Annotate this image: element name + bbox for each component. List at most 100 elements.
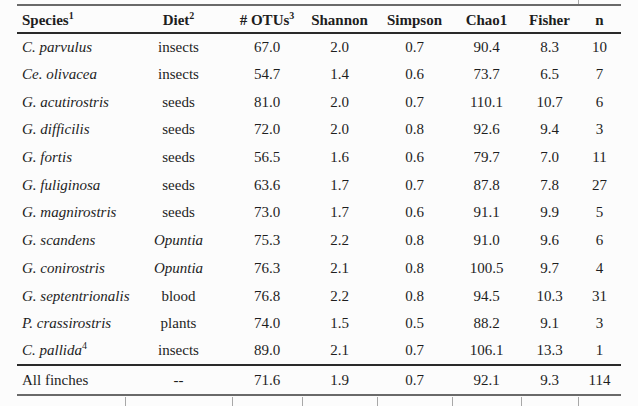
- simpson-cell: 0.7: [377, 338, 452, 366]
- shannon-cell: 1.4: [302, 61, 377, 89]
- n-cell: 5: [578, 199, 621, 227]
- otus-cell: 73.0: [232, 199, 302, 227]
- fisher-cell: 9.6: [521, 227, 578, 255]
- n-cell: 7: [578, 61, 621, 89]
- column-header-label: # OTUs: [240, 12, 290, 28]
- grid-tick: [521, 397, 522, 406]
- species-name: G. difficilis: [22, 121, 90, 137]
- column-header-footnote-marker: 3: [289, 10, 294, 21]
- species-cell: C. pallida4: [17, 338, 125, 366]
- species-cell: G. septentrionalis: [17, 282, 125, 310]
- simpson-cell: 0.8: [377, 282, 452, 310]
- grid-tick: [302, 397, 303, 406]
- table-header: Species1Diet2# OTUs3ShannonSimpsonChao1F…: [17, 6, 621, 33]
- fisher-cell: 7.8: [521, 171, 578, 199]
- otus-cell: 75.3: [232, 227, 302, 255]
- grid-tick: [452, 397, 453, 406]
- species-name: G. acutirostris: [22, 94, 109, 110]
- otus-cell: 63.6: [232, 171, 302, 199]
- otus-cell: 67.0: [232, 33, 302, 61]
- fisher-cell: 9.9: [521, 199, 578, 227]
- species-name: G. fuliginosa: [22, 177, 100, 193]
- shannon-cell: 1.7: [302, 199, 377, 227]
- column-header-simpson: Simpson: [377, 6, 452, 33]
- grid-tick: [578, 397, 579, 406]
- diet-cell: seeds: [125, 116, 232, 144]
- n-cell: 6: [578, 227, 621, 255]
- column-header-footnote-marker: 1: [69, 10, 74, 21]
- simpson-cell: 0.8: [377, 116, 452, 144]
- table-row: G. conirostrisOpuntia76.32.10.8100.59.74: [17, 255, 621, 283]
- shannon-cell: 1.5: [302, 310, 377, 338]
- otus-cell: 76.8: [232, 282, 302, 310]
- shannon-cell: 2.0: [302, 116, 377, 144]
- grid-tick: [125, 397, 126, 406]
- shannon-cell: 2.1: [302, 255, 377, 283]
- diet-cell: insects: [125, 61, 232, 89]
- chao1-cell: 91.0: [452, 227, 521, 255]
- column-header-label: Diet: [163, 12, 190, 28]
- diversity-table: Species1Diet2# OTUs3ShannonSimpsonChao1F…: [17, 6, 621, 396]
- species-cell: P. crassirostris: [17, 310, 125, 338]
- column-header-label: Simpson: [387, 12, 442, 28]
- fisher-cell: 9.3: [521, 365, 578, 395]
- otus-cell: 54.7: [232, 61, 302, 89]
- n-cell: 3: [578, 116, 621, 144]
- n-cell: 4: [578, 255, 621, 283]
- shannon-cell: 1.6: [302, 144, 377, 172]
- diet-cell: blood: [125, 282, 232, 310]
- column-header-species: Species1: [17, 6, 125, 33]
- chao1-cell: 92.1: [452, 365, 521, 395]
- fisher-cell: 10.3: [521, 282, 578, 310]
- species-name: All finches: [22, 372, 88, 388]
- table-row: G. scandensOpuntia75.32.20.891.09.66: [17, 227, 621, 255]
- chao1-cell: 88.2: [452, 310, 521, 338]
- n-cell: 3: [578, 310, 621, 338]
- fisher-cell: 9.7: [521, 255, 578, 283]
- table-row: G. fuliginosaseeds63.61.70.787.87.827: [17, 171, 621, 199]
- n-cell: 114: [578, 365, 621, 395]
- column-header-label: Shannon: [311, 12, 368, 28]
- table-row: P. crassirostrisplants74.01.50.588.29.13: [17, 310, 621, 338]
- species-cell: Ce. olivacea: [17, 61, 125, 89]
- simpson-cell: 0.7: [377, 88, 452, 116]
- species-name: G. conirostris: [22, 260, 105, 276]
- grid-tick: [232, 397, 233, 406]
- chao1-cell: 100.5: [452, 255, 521, 283]
- column-header-footnote-marker: 2: [189, 10, 194, 21]
- shannon-cell: 1.9: [302, 365, 377, 395]
- shannon-cell: 2.1: [302, 338, 377, 366]
- species-cell: G. scandens: [17, 227, 125, 255]
- n-cell: 6: [578, 88, 621, 116]
- shannon-cell: 2.0: [302, 88, 377, 116]
- table-row: C. parvulusinsects67.02.00.790.48.310: [17, 33, 621, 61]
- species-name: G. scandens: [22, 232, 95, 248]
- species-name: C. pallida: [22, 342, 82, 358]
- species-cell: All finches: [17, 365, 125, 395]
- species-name: G. septentrionalis: [22, 288, 130, 304]
- chao1-cell: 91.1: [452, 199, 521, 227]
- fisher-cell: 6.5: [521, 61, 578, 89]
- species-cell: C. parvulus: [17, 33, 125, 61]
- diet-cell: --: [125, 365, 232, 395]
- simpson-cell: 0.7: [377, 33, 452, 61]
- otus-cell: 74.0: [232, 310, 302, 338]
- species-cell: G. difficilis: [17, 116, 125, 144]
- simpson-cell: 0.8: [377, 255, 452, 283]
- species-cell: G. fuliginosa: [17, 171, 125, 199]
- column-header-label: Chao1: [466, 12, 508, 28]
- fisher-cell: 10.7: [521, 88, 578, 116]
- n-cell: 27: [578, 171, 621, 199]
- column-header-diet: Diet2: [125, 6, 232, 33]
- fisher-cell: 9.1: [521, 310, 578, 338]
- n-cell: 11: [578, 144, 621, 172]
- species-cell: G. acutirostris: [17, 88, 125, 116]
- species-name: Ce. olivacea: [22, 66, 97, 82]
- chao1-cell: 110.1: [452, 88, 521, 116]
- diet-cell: insects: [125, 33, 232, 61]
- diet-cell: seeds: [125, 88, 232, 116]
- header-row: Species1Diet2# OTUs3ShannonSimpsonChao1F…: [17, 6, 621, 33]
- simpson-cell: 0.7: [377, 365, 452, 395]
- diet-cell: insects: [125, 338, 232, 366]
- column-header-label: n: [595, 12, 603, 28]
